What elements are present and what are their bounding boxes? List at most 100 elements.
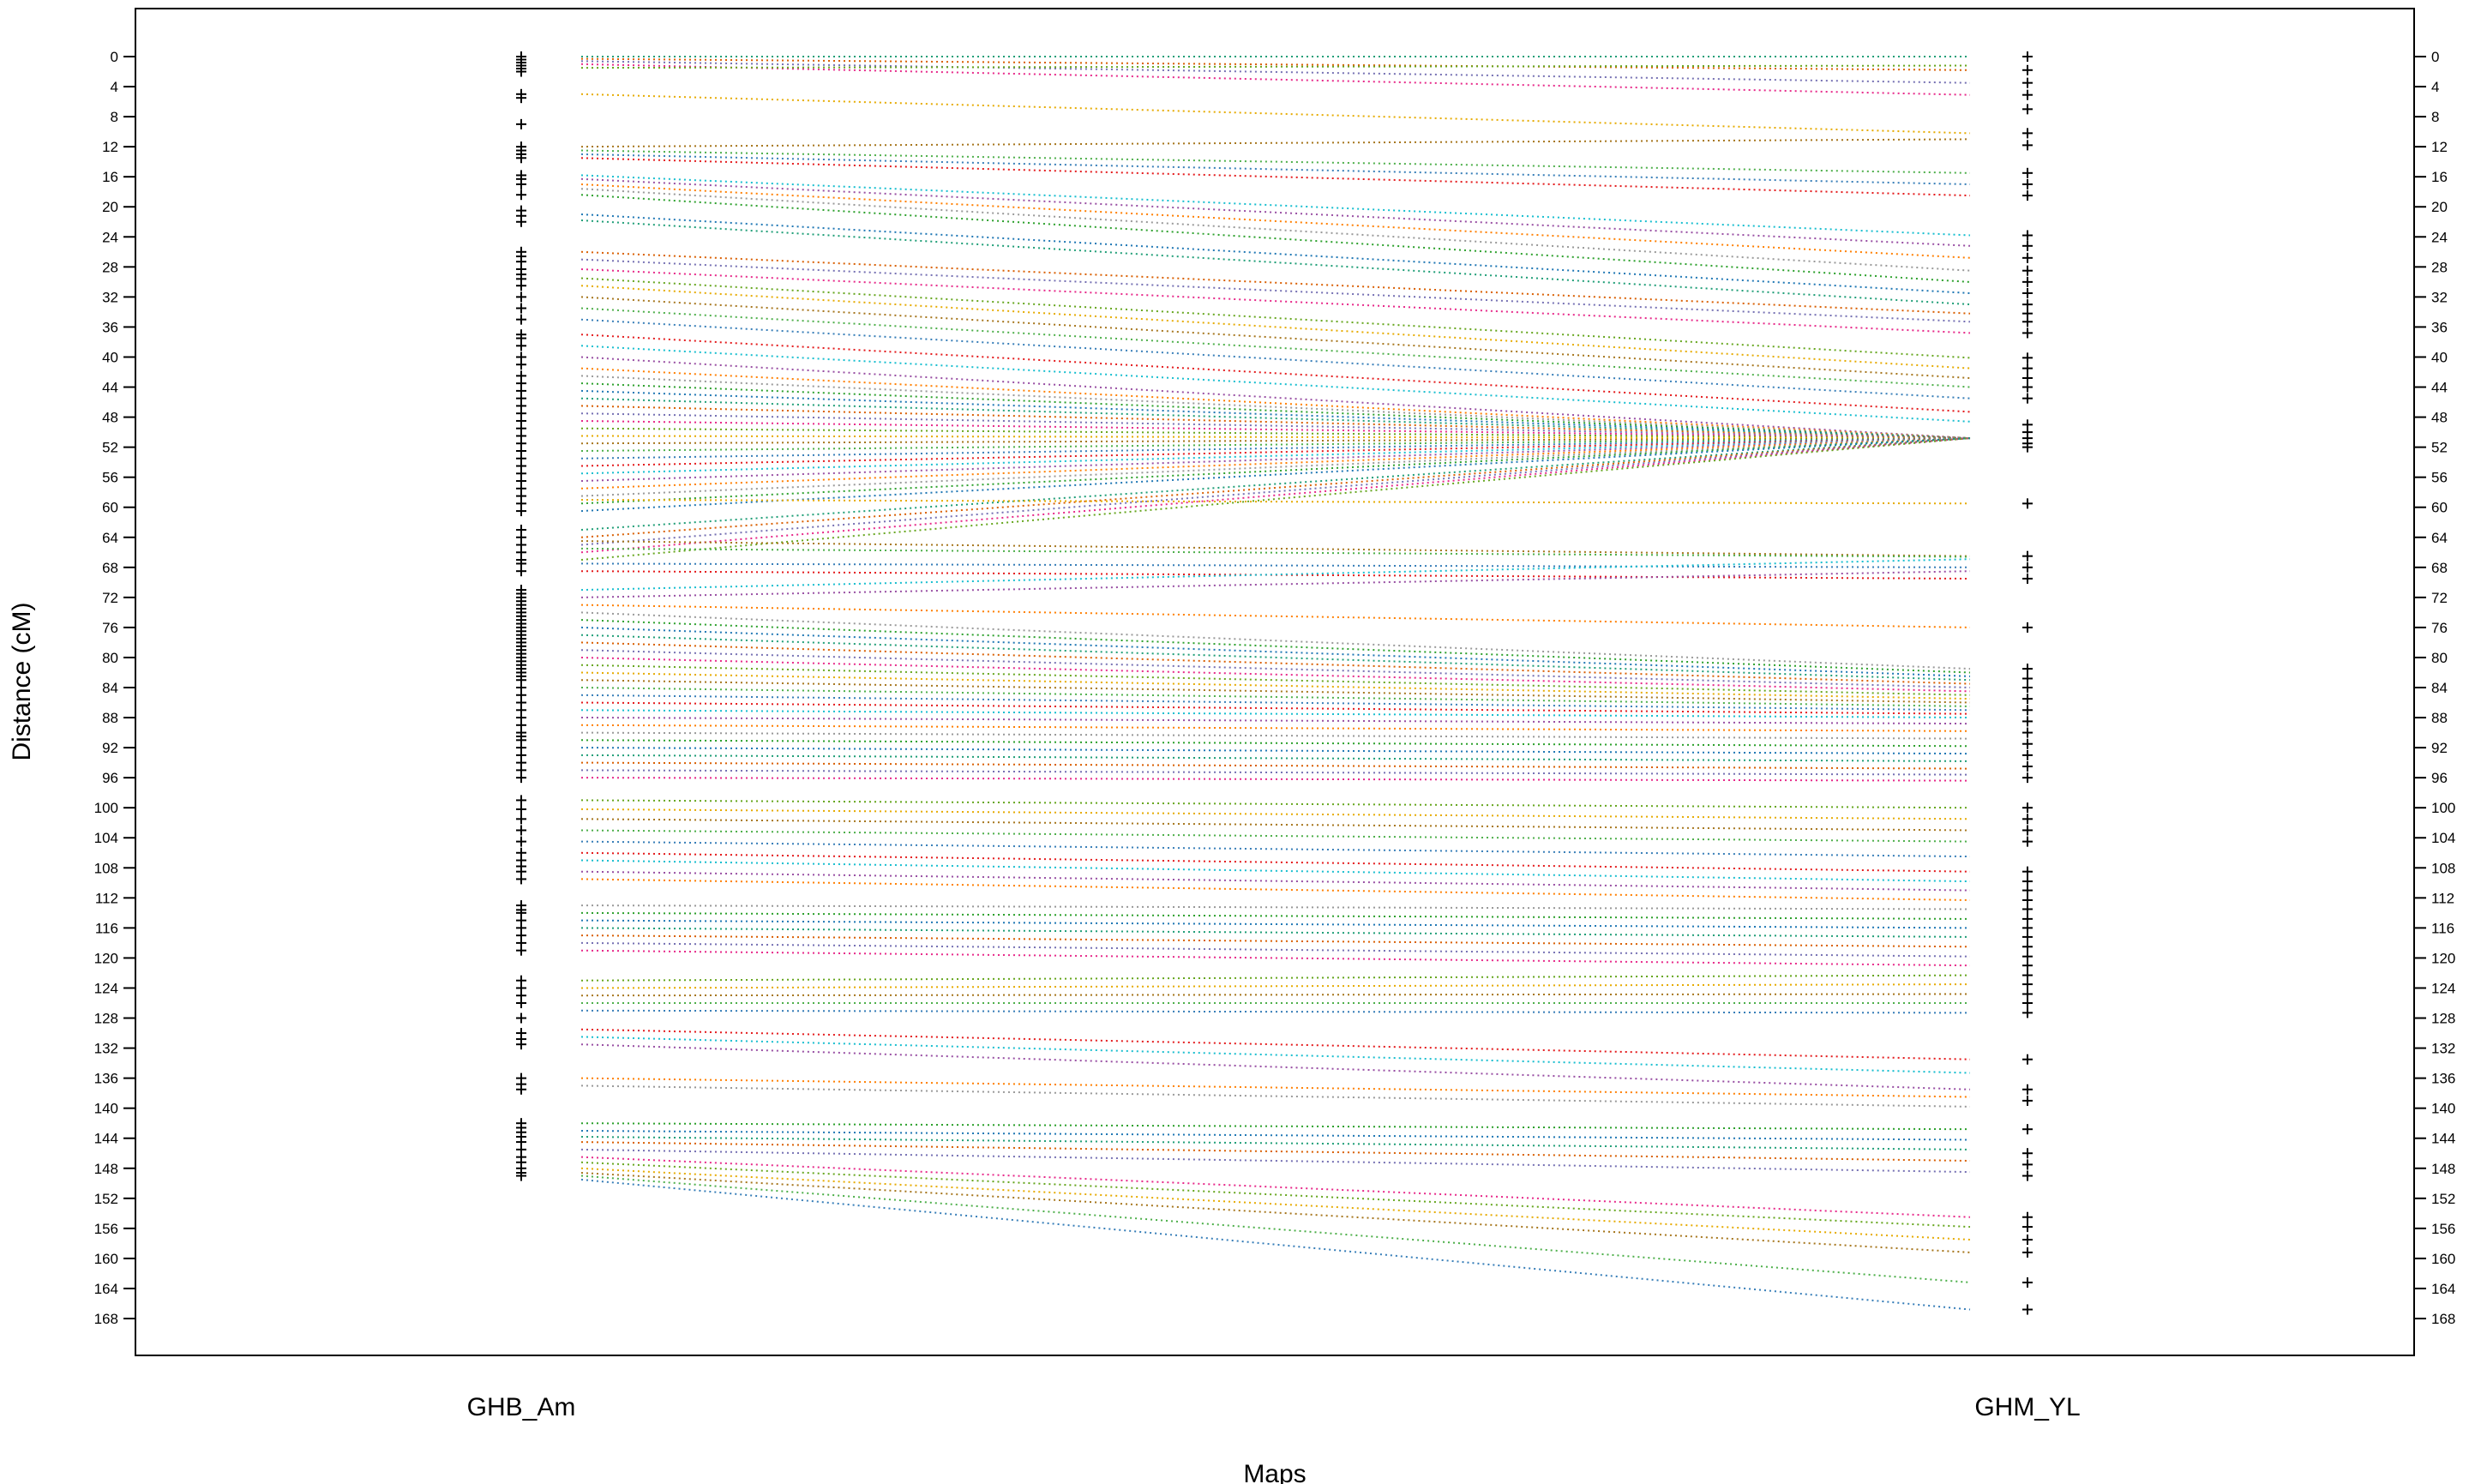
y-tick-label-right: 20 bbox=[2431, 199, 2448, 215]
y-tick-label-left: 116 bbox=[95, 920, 118, 936]
y-tick-label-right: 124 bbox=[2431, 980, 2455, 996]
marker-plus bbox=[2022, 240, 2033, 251]
link-line bbox=[580, 754, 1971, 762]
link-line bbox=[580, 993, 1971, 997]
y-tick-label-right: 68 bbox=[2431, 560, 2448, 576]
link-line bbox=[580, 671, 1971, 700]
y-tick-label-left: 104 bbox=[94, 830, 118, 846]
marker-plus bbox=[2022, 1095, 2033, 1106]
marker-plus bbox=[2022, 814, 2033, 825]
marker-plus bbox=[516, 314, 526, 325]
marker-plus bbox=[2022, 931, 2033, 942]
link-line bbox=[580, 1136, 1971, 1151]
marker-plus bbox=[2022, 836, 2033, 847]
link-line bbox=[580, 153, 1971, 185]
marker-plus bbox=[2022, 682, 2033, 693]
marker-plus bbox=[516, 803, 526, 814]
link-line bbox=[580, 731, 1971, 740]
link-line bbox=[580, 878, 1971, 901]
y-tick-label-right: 104 bbox=[2431, 830, 2455, 846]
link-line bbox=[580, 818, 1971, 832]
link-line bbox=[580, 761, 1971, 770]
marker-plus bbox=[2022, 904, 2033, 915]
marker-plus bbox=[2022, 562, 2033, 573]
link-line bbox=[580, 724, 1971, 732]
y-tick-label-left: 92 bbox=[102, 740, 118, 756]
link-line bbox=[580, 974, 1971, 982]
marker-plus bbox=[2022, 1084, 2033, 1095]
marker-plus bbox=[2022, 498, 2033, 509]
marker-plus bbox=[516, 216, 526, 227]
y-tick-label-right: 44 bbox=[2431, 380, 2448, 396]
y-tick-label-right: 96 bbox=[2431, 770, 2448, 786]
link-line bbox=[580, 437, 1971, 546]
y-tick-label-left: 124 bbox=[94, 980, 118, 996]
plot-frame bbox=[135, 8, 2415, 1356]
marker-plus bbox=[2022, 761, 2033, 772]
marker-plus bbox=[2022, 1247, 2033, 1258]
y-tick-label-right: 48 bbox=[2431, 410, 2448, 426]
link-line bbox=[580, 427, 1971, 440]
y-tick-label-left: 76 bbox=[102, 620, 118, 636]
y-tick-label-right: 116 bbox=[2431, 920, 2454, 936]
marker-plus bbox=[2022, 230, 2033, 241]
link-line bbox=[580, 437, 1971, 497]
link-line bbox=[580, 194, 1971, 283]
marker-plus bbox=[2022, 167, 2033, 178]
link-line bbox=[580, 1175, 1971, 1283]
link-line bbox=[580, 919, 1971, 929]
link-line bbox=[580, 904, 1971, 910]
marker-plus bbox=[516, 291, 526, 303]
y-tick-label-right: 120 bbox=[2431, 950, 2455, 966]
marker-plus bbox=[2022, 694, 2033, 705]
y-tick-label-left: 156 bbox=[94, 1221, 118, 1237]
marker-plus bbox=[2022, 352, 2033, 363]
y-tick-label-left: 72 bbox=[102, 590, 118, 606]
marker-plus bbox=[2022, 727, 2033, 738]
marker-plus bbox=[2022, 1148, 2033, 1159]
link-line bbox=[580, 687, 1971, 707]
marker-plus bbox=[2022, 951, 2033, 962]
link-line bbox=[580, 634, 1971, 682]
link-line bbox=[580, 63, 1971, 96]
marker-plus bbox=[516, 506, 526, 517]
y-tick-label-right: 72 bbox=[2431, 590, 2448, 606]
y-tick-label-right: 60 bbox=[2431, 500, 2448, 516]
marker-plus bbox=[516, 280, 526, 291]
link-line bbox=[580, 356, 1971, 440]
marker-links bbox=[580, 56, 1971, 1311]
marker-plus bbox=[2022, 885, 2033, 896]
y-tick-label-right: 4 bbox=[2431, 79, 2439, 95]
y-tick-label-right: 24 bbox=[2431, 229, 2448, 245]
marker-plus bbox=[516, 814, 526, 825]
marker-plus bbox=[2022, 941, 2033, 952]
link-line bbox=[580, 177, 1971, 247]
link-line bbox=[580, 93, 1971, 135]
marker-plus bbox=[2022, 876, 2033, 887]
link-line bbox=[580, 547, 1971, 558]
y-tick-label-right: 132 bbox=[2431, 1041, 2455, 1057]
y-tick-label-right: 56 bbox=[2431, 470, 2448, 486]
y-tick-label-left: 148 bbox=[94, 1161, 118, 1177]
link-line bbox=[580, 405, 1971, 440]
link-line bbox=[580, 437, 1971, 445]
marker-plus bbox=[2022, 382, 2033, 393]
marker-plus bbox=[2022, 1211, 2033, 1223]
marker-plus bbox=[2022, 673, 2033, 684]
link-line bbox=[580, 268, 1971, 334]
link-line bbox=[580, 709, 1971, 718]
y-tick-label-left: 20 bbox=[102, 199, 118, 215]
marker-plus bbox=[516, 359, 526, 370]
y-tick-label-right: 84 bbox=[2431, 680, 2448, 696]
link-line bbox=[580, 1161, 1971, 1229]
marker-plus bbox=[2022, 738, 2033, 749]
link-line bbox=[580, 277, 1971, 359]
link-line bbox=[580, 333, 1971, 413]
y-tick-label-right: 88 bbox=[2431, 710, 2448, 726]
link-line bbox=[580, 345, 1971, 423]
marker-plus bbox=[2022, 373, 2033, 384]
marker-plus bbox=[516, 1084, 526, 1095]
y-tick-label-right: 28 bbox=[2431, 259, 2448, 275]
link-line bbox=[580, 382, 1971, 440]
y-tick-label-left: 168 bbox=[94, 1311, 118, 1327]
